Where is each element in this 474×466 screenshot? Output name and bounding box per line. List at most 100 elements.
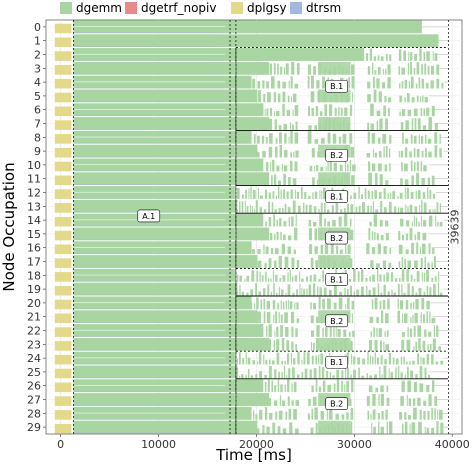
bar-dgemm bbox=[353, 369, 356, 379]
bar-dgemm bbox=[376, 110, 381, 117]
bar-dgemm bbox=[425, 83, 429, 89]
bar-dgemm bbox=[395, 367, 397, 379]
bar-dgemm bbox=[318, 354, 320, 365]
bar-dgemm bbox=[380, 292, 383, 296]
bar-dgemm bbox=[265, 54, 269, 61]
bar-dgemm bbox=[404, 79, 407, 89]
bar-dgemm bbox=[377, 283, 380, 296]
bar-dgemm bbox=[388, 352, 391, 365]
bar-dgemm bbox=[353, 192, 357, 199]
bar-dgemm bbox=[367, 94, 371, 103]
bar-dgemm bbox=[404, 179, 409, 186]
bar-dgemm bbox=[263, 244, 265, 255]
bar-dgemm bbox=[326, 370, 329, 379]
bar-dgemm bbox=[318, 365, 321, 379]
bar-dgemm bbox=[235, 406, 252, 420]
bar-dgemm bbox=[377, 243, 381, 255]
bar-dgemm bbox=[282, 301, 285, 310]
bar-dgemm bbox=[431, 175, 435, 186]
bar-dgemm bbox=[271, 360, 275, 365]
bar-dgemm bbox=[235, 324, 264, 337]
bar-dgemm bbox=[267, 92, 271, 103]
bar-dgemm bbox=[435, 361, 439, 365]
phase-label-box bbox=[325, 148, 349, 162]
bar-dgemm bbox=[413, 407, 417, 420]
bar-dgemm bbox=[318, 117, 351, 130]
bar-dgemm bbox=[361, 375, 365, 379]
makespan-label: 39639 bbox=[449, 210, 462, 245]
bar-dgemm bbox=[269, 108, 273, 117]
bar-dgemm bbox=[235, 255, 258, 268]
bar-dgemm bbox=[327, 162, 329, 172]
bar-dgemm bbox=[337, 329, 341, 337]
bar-dgemm bbox=[410, 274, 413, 282]
bar-dgemm bbox=[413, 278, 416, 282]
bar-dgemm bbox=[406, 339, 411, 351]
bar-dgemm bbox=[417, 397, 421, 406]
bar-dgemm bbox=[259, 409, 263, 420]
phase-label-box bbox=[325, 314, 349, 328]
bar-dgemm bbox=[282, 428, 287, 434]
bar-dgemm bbox=[408, 398, 412, 406]
bar-dgemm bbox=[250, 186, 252, 199]
bar-dgemm bbox=[426, 286, 429, 296]
bar-dgemm bbox=[265, 221, 268, 227]
bar-dgemm bbox=[276, 339, 280, 351]
bar-dgemm bbox=[282, 103, 285, 117]
bar-dgemm bbox=[367, 352, 369, 365]
bar-dgemm bbox=[370, 414, 372, 420]
bar-dgemm bbox=[422, 192, 426, 199]
bar-dgemm bbox=[329, 372, 332, 379]
bar-dgemm bbox=[308, 399, 311, 406]
bar-dgemm bbox=[292, 367, 295, 379]
bar-dgemm bbox=[350, 55, 354, 61]
bar-dgemm bbox=[314, 139, 319, 144]
bar-dgemm bbox=[265, 359, 268, 365]
bar-dgemm bbox=[418, 421, 422, 434]
bar-dgemm bbox=[374, 231, 376, 241]
bar-dgemm bbox=[273, 260, 277, 268]
bar-dgemm bbox=[275, 146, 278, 158]
bar-dgemm bbox=[307, 131, 312, 144]
y-tick-label: 7 bbox=[34, 118, 41, 131]
bar-dgemm bbox=[397, 298, 399, 310]
bar-dgemm bbox=[373, 426, 376, 434]
bar-dgemm bbox=[264, 262, 267, 268]
bar-dgemm bbox=[272, 300, 276, 310]
bar-dgemm bbox=[402, 313, 404, 324]
y-tick-label: 11 bbox=[27, 173, 41, 186]
bar-dgemm bbox=[377, 357, 380, 365]
bar-dgemm bbox=[419, 365, 423, 379]
bar-dgemm bbox=[257, 361, 259, 365]
bar-dgemm bbox=[439, 409, 443, 420]
bar-dgemm bbox=[371, 299, 374, 310]
bar-dgemm bbox=[259, 195, 263, 199]
bar-dgemm bbox=[253, 410, 255, 420]
bar-dgemm bbox=[255, 374, 258, 379]
bar-gap bbox=[74, 81, 226, 83]
bar-dgemm bbox=[421, 298, 425, 310]
bar-dgemm bbox=[360, 286, 364, 296]
bar-dgemm bbox=[408, 415, 411, 420]
bar-dgemm bbox=[435, 215, 437, 227]
y-axis: 0123456789101112131415161718192021222324… bbox=[27, 21, 46, 434]
bar-dgemm bbox=[414, 206, 418, 213]
bar-dgemm bbox=[431, 427, 435, 434]
bar-dgemm bbox=[291, 216, 294, 227]
bar-dgemm bbox=[431, 317, 436, 324]
bar-dgemm bbox=[374, 339, 378, 351]
bar-dplgsy bbox=[54, 285, 72, 296]
bar-dgemm bbox=[311, 107, 314, 117]
bar-dgemm bbox=[421, 272, 423, 282]
bar-dgemm bbox=[73, 282, 238, 296]
bar-dgemm bbox=[285, 326, 289, 337]
bar-dgemm bbox=[369, 48, 372, 61]
bar-dgemm bbox=[404, 374, 406, 379]
bar-dgemm bbox=[314, 191, 318, 199]
y-tick-label: 1 bbox=[34, 35, 41, 48]
bar-dgemm bbox=[270, 248, 274, 255]
bar-dgemm bbox=[73, 255, 240, 268]
bar-dgemm bbox=[341, 380, 343, 393]
bar-dgemm bbox=[327, 298, 331, 310]
bar-dgemm bbox=[386, 385, 389, 393]
